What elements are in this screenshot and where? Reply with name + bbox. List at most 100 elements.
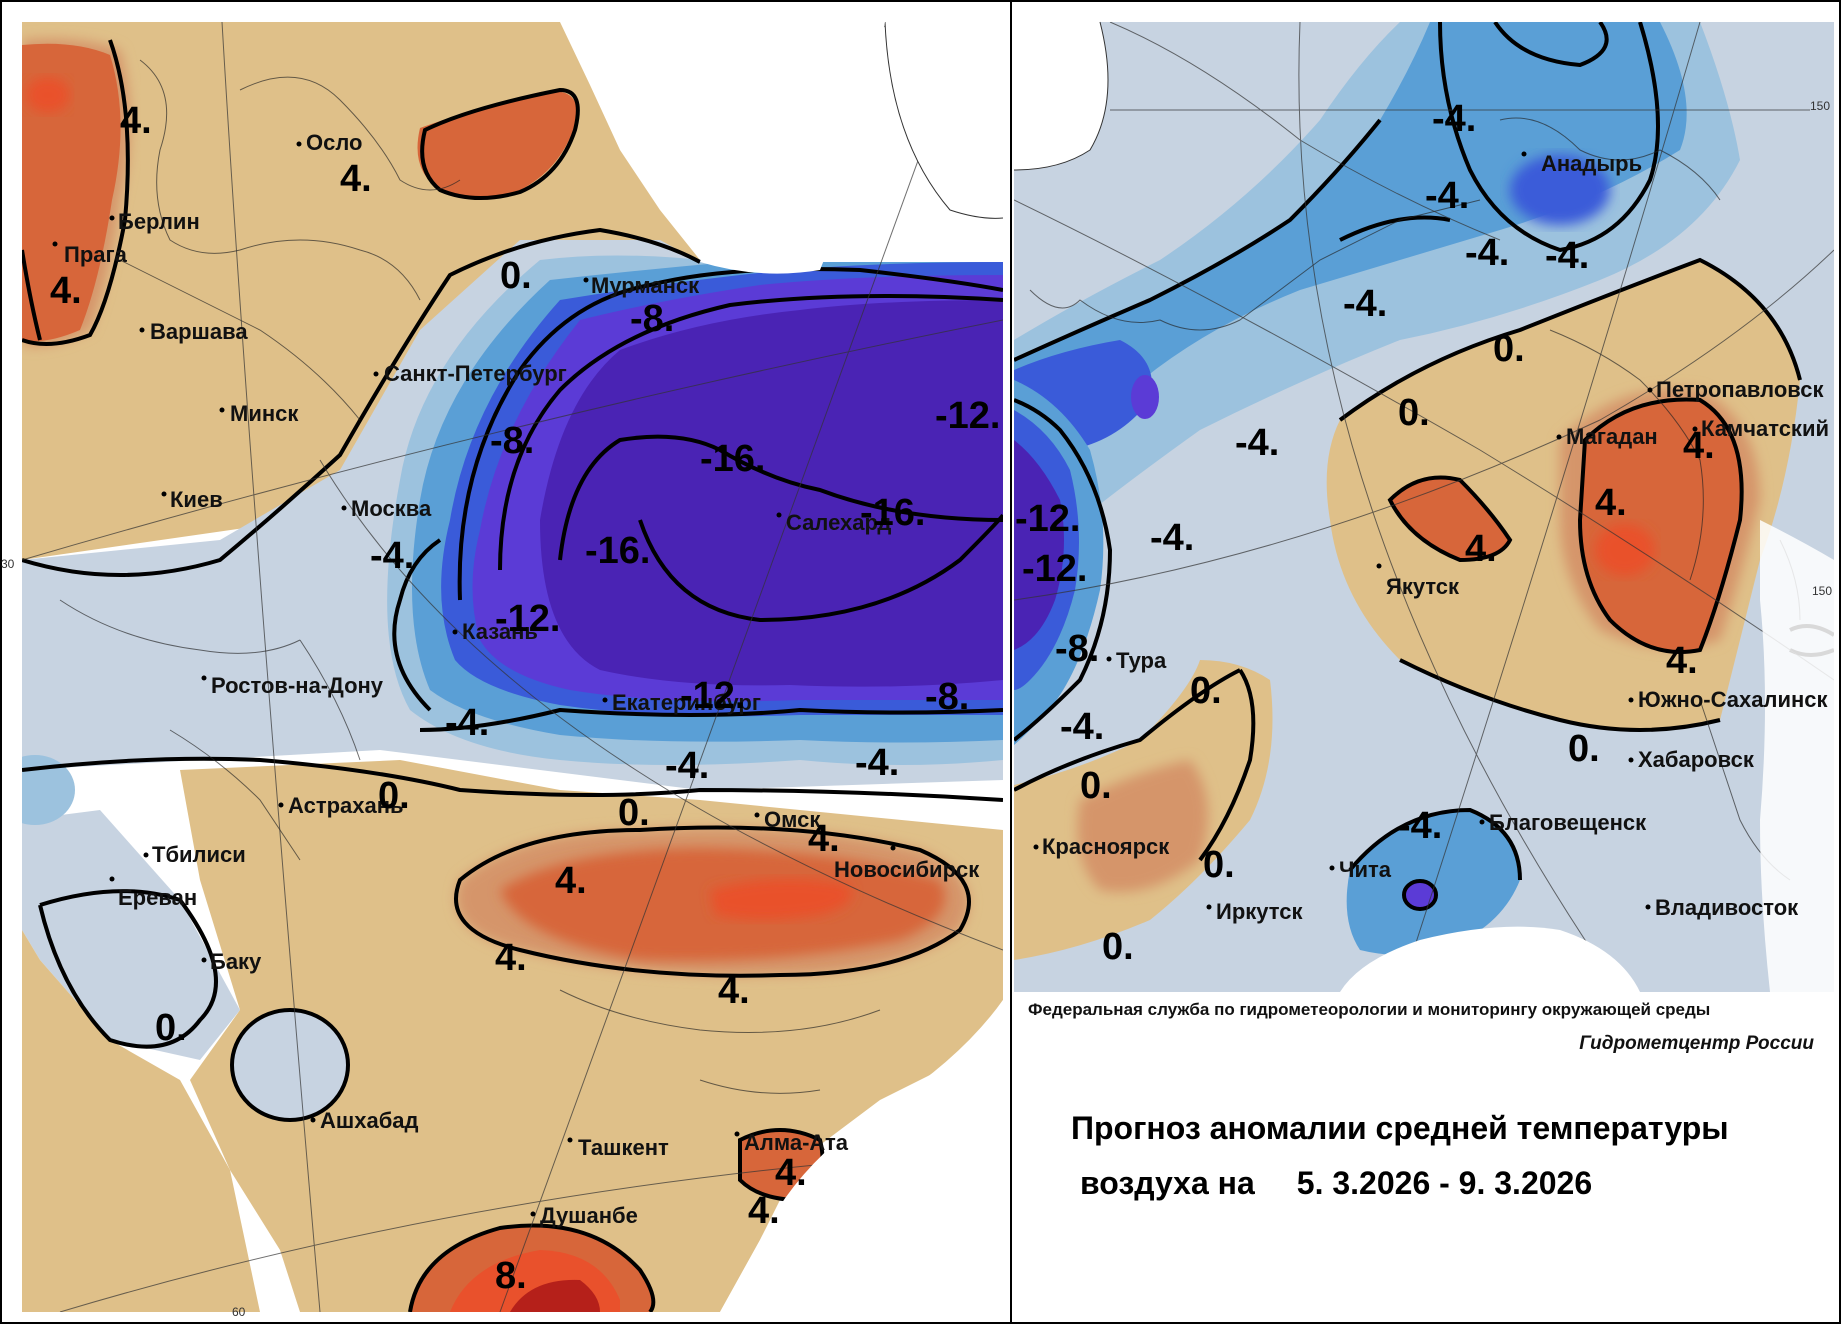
city-marker bbox=[602, 697, 608, 703]
city-layer: Осло Берлин Прага Варшава Санкт-Петербург Мин… bbox=[52, 130, 1829, 1228]
isoline-label: -4. bbox=[370, 535, 414, 577]
grid-label-layer: 30 60 150 150 bbox=[1, 99, 1832, 1319]
isoline-label: 4. bbox=[495, 937, 527, 979]
isoline-label: 0. bbox=[1398, 392, 1430, 434]
city-label: Москва bbox=[351, 496, 432, 521]
isoline-label: 4. bbox=[120, 100, 152, 142]
forecast-dates: 5. 3.2026 - 9. 3.2026 bbox=[1296, 1165, 1593, 1201]
graticule-right bbox=[1014, 22, 1834, 992]
isoline-label: -8. bbox=[925, 676, 969, 718]
city-marker bbox=[452, 629, 458, 635]
isoline-label: -4. bbox=[1150, 517, 1194, 559]
city-marker bbox=[1479, 819, 1485, 825]
city-marker bbox=[1329, 865, 1335, 871]
city-label: Салехард bbox=[786, 510, 891, 535]
cold-core-chita-hot bbox=[1404, 881, 1436, 909]
city-marker bbox=[1206, 904, 1212, 910]
isolines-left bbox=[22, 39, 1003, 1312]
city-marker bbox=[109, 876, 115, 882]
city-label: Ереван bbox=[118, 885, 197, 910]
isoline-label: -16. bbox=[860, 492, 925, 534]
city-marker bbox=[754, 812, 760, 818]
city-label: Киев bbox=[170, 487, 223, 512]
southeast-blank-left bbox=[720, 1000, 1003, 1312]
isoline-label: -4. bbox=[1425, 175, 1469, 217]
warm-core-kamchatka-hot bbox=[1595, 524, 1655, 576]
graticule-label: 150 bbox=[1812, 584, 1832, 598]
city-marker bbox=[109, 215, 115, 221]
isoline-label: 0. bbox=[1493, 328, 1525, 370]
city-marker bbox=[143, 852, 149, 858]
warm-core-siberia bbox=[1077, 760, 1208, 892]
city-marker bbox=[890, 845, 896, 851]
forecast-title-line2: воздуха на 5. 3.2026 - 9. 3.2026 bbox=[1080, 1165, 1592, 1202]
city-label: Минск bbox=[230, 401, 299, 426]
city-marker bbox=[219, 407, 225, 413]
city-label: Чита bbox=[1339, 857, 1392, 882]
isoline-label: -16. bbox=[585, 530, 650, 572]
city-label: Владивосток bbox=[1655, 895, 1799, 920]
city-label: Тбилиси bbox=[152, 842, 246, 867]
city-marker bbox=[278, 802, 284, 808]
isoline-label: 0. bbox=[1190, 670, 1222, 712]
cold-band-north-neg4 bbox=[1014, 22, 1687, 460]
city-label: Ташкент bbox=[578, 1135, 669, 1160]
city-marker bbox=[1376, 563, 1382, 569]
city-marker bbox=[567, 1137, 573, 1143]
city-label: Душанбе bbox=[540, 1203, 638, 1228]
city-label: Новосибирск bbox=[834, 857, 980, 882]
isoline-label: 8. bbox=[495, 1255, 527, 1297]
isoline-label: 0. bbox=[618, 792, 650, 834]
warm-core-kazakh-hot bbox=[710, 878, 852, 920]
city-label: Екатеринбург bbox=[612, 690, 761, 715]
isoline-label: 4. bbox=[1465, 528, 1497, 570]
isoline-label: 4. bbox=[718, 970, 750, 1012]
isoline-label: -8. bbox=[1055, 628, 1099, 670]
city-label: Петропавловск bbox=[1656, 377, 1825, 402]
warm-core-europe-hot bbox=[26, 77, 70, 113]
isoline-label: 4. bbox=[555, 860, 587, 902]
isoline-label: 0. bbox=[500, 255, 532, 297]
isoline-label: -4. bbox=[1545, 235, 1589, 277]
isoline-label: -12. bbox=[495, 598, 560, 640]
city-label: Баку bbox=[210, 949, 262, 974]
city-marker bbox=[1556, 434, 1562, 440]
city-marker bbox=[310, 1117, 316, 1123]
isoline-label: 0. bbox=[155, 1007, 187, 1049]
center-name: Гидрометцентр России bbox=[1579, 1033, 1814, 1054]
graticule-label: 60 bbox=[232, 1305, 246, 1319]
cold-spot-caspian bbox=[232, 1010, 348, 1120]
warm-left-west bbox=[22, 930, 260, 1312]
city-marker bbox=[341, 505, 347, 511]
graticule-label: 150 bbox=[1810, 99, 1830, 113]
city-label: Магадан bbox=[1566, 424, 1658, 449]
city-label: Берлин bbox=[118, 209, 200, 234]
forecast-title-line1: Прогноз аномалии средней температуры bbox=[1071, 1110, 1729, 1146]
city-label: Алма-Ата bbox=[744, 1130, 849, 1155]
city-label: Санкт-Петербург bbox=[384, 361, 567, 386]
east-coast-blank-right bbox=[1760, 520, 1834, 992]
city-label: Камчатский bbox=[1701, 416, 1829, 441]
city-marker bbox=[52, 241, 58, 247]
city-marker bbox=[373, 371, 379, 377]
isoline-label: -12. bbox=[680, 675, 745, 717]
isoline-label: -8. bbox=[630, 298, 674, 340]
right-map bbox=[1014, 22, 1834, 992]
city-marker bbox=[161, 491, 167, 497]
isoline-label: 4. bbox=[1683, 425, 1715, 467]
warm-patch-dushanbe-core bbox=[510, 1279, 600, 1312]
isoline-label: 4. bbox=[1666, 640, 1698, 682]
city-marker bbox=[530, 1211, 536, 1217]
isoline-label: 0. bbox=[1568, 728, 1600, 770]
forecast-title-prefix: воздуха на bbox=[1080, 1165, 1255, 1201]
isoline-label: 0. bbox=[1203, 844, 1235, 886]
agency-name: Федеральная служба по гидрометеорологии … bbox=[1028, 1000, 1711, 1019]
isoline-label: -4. bbox=[1343, 283, 1387, 325]
city-label: Ростов-на-Дону bbox=[211, 673, 384, 698]
isoline-label: -4. bbox=[445, 702, 489, 744]
isoline-label: -4. bbox=[855, 742, 899, 784]
city-marker bbox=[1521, 151, 1527, 157]
isoline-label: -4. bbox=[1060, 706, 1104, 748]
polar-cutout-left bbox=[885, 22, 1003, 219]
